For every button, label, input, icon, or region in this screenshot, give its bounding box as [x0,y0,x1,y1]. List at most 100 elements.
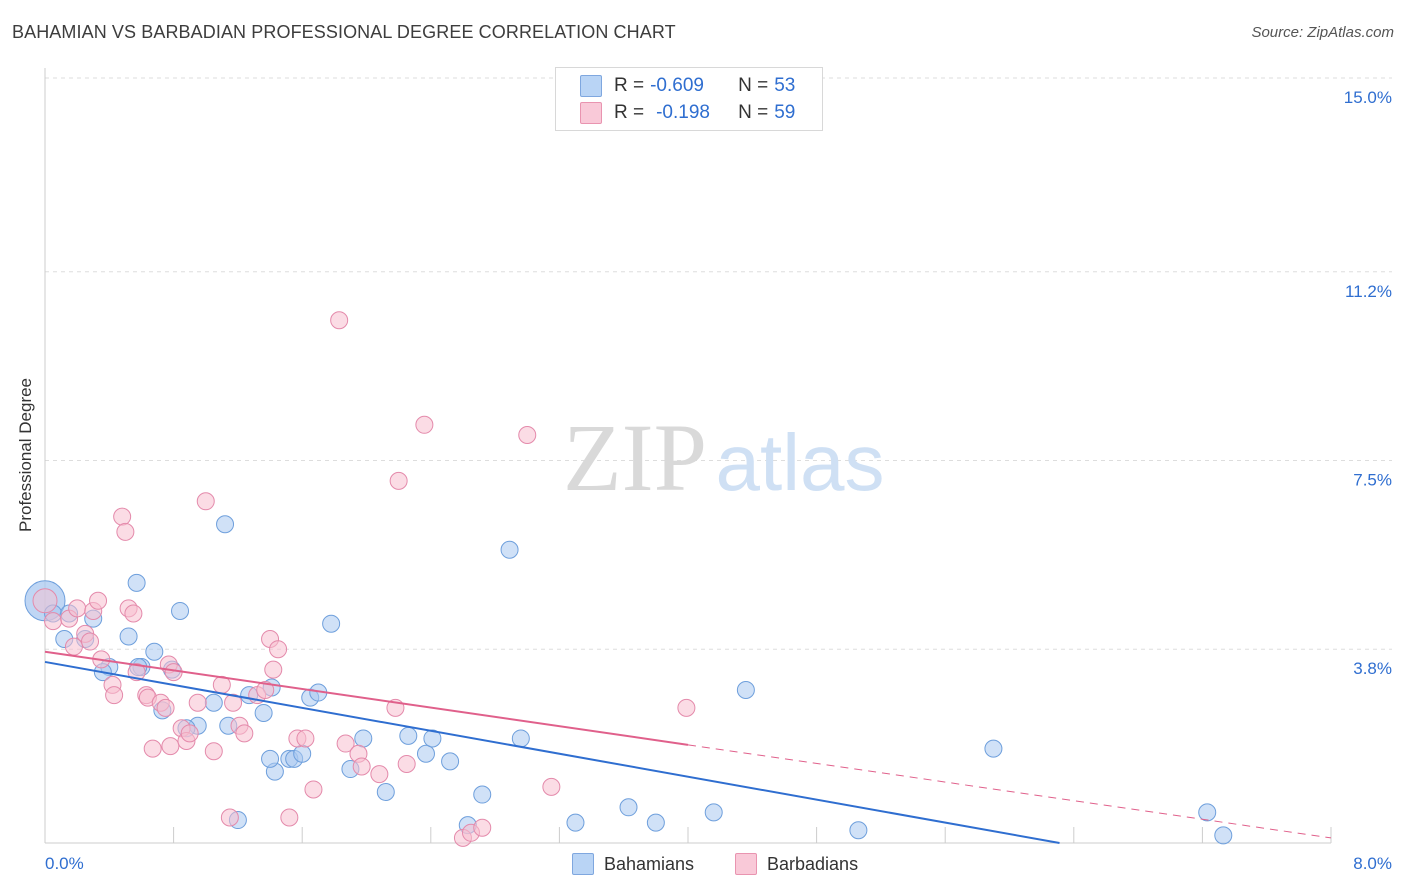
bahamians-point [399,726,418,745]
bahamians-point [145,642,164,661]
bahamians-trend-line [44,660,1060,844]
axes [44,68,1332,844]
barbadians-point [269,640,288,659]
y-tick-label: 7.5% [1353,471,1392,490]
barbadians-point [113,507,132,526]
chart-title: BAHAMIAN VS BARBADIAN PROFESSIONAL DEGRE… [12,22,676,42]
x-tick-label: 8.0% [1353,854,1392,873]
stats-legend: R = -0.609 N = 53 R = -0.198 N = 59 [555,67,823,131]
legend-n-value: 59 [774,102,796,123]
barbadians-point [44,612,63,631]
bahamians-point [619,798,638,817]
watermark: ZIP atlas [563,404,884,511]
bahamians-point [204,693,223,712]
bahamians-point [423,729,442,748]
bahamians-point [441,752,460,771]
bahamians-point [646,813,665,832]
barbadians-point [304,780,323,799]
barbadians-point [161,737,180,756]
bahamians-point [473,785,492,804]
y-tick-label: 3.8% [1353,659,1392,678]
barbadians-point [124,604,143,623]
bahamians-point [171,601,190,620]
barbadians-point [336,734,355,753]
barbadians-point [68,599,87,618]
barbadians-point [32,588,58,614]
legend-n-label: N = [738,102,769,123]
y-tick-label: 15.0% [1344,88,1392,107]
bahamians-point [293,744,312,763]
series-legend-barbadians[interactable]: Barbadians [735,852,858,876]
barbadians-point [105,686,124,705]
barbadians-point [116,522,135,541]
legend-row-bahamians: R = -0.609 N = 53 [580,74,795,98]
barbadians-point [89,591,108,610]
legend-r-value: -0.609 [650,75,704,96]
x-tick-label: 0.0% [45,854,84,873]
watermark-atlas: atlas [716,418,885,507]
barbadians-point [280,808,299,827]
bahamians-point [500,540,519,559]
bahamians-point [736,681,755,699]
barbadians-point [143,739,162,758]
barbadians-point [330,311,349,330]
barbadians-point [473,818,492,837]
bahamians-point [354,729,373,748]
legend-row-barbadians: R = -0.198 N = 59 [580,101,795,125]
barbadians-point [180,724,199,743]
y-axis-label: Professional Degree [16,377,35,533]
data-points [24,311,1233,847]
bahamians-point [261,749,280,768]
series-legend-bahamians[interactable]: Bahamians [572,852,694,876]
bahamians-point [849,821,868,840]
bahamians-point [1198,803,1217,822]
barbadians-point [415,415,434,434]
legend-swatch-pink [580,102,602,124]
barbadians-point [370,765,389,784]
bahamians-point [511,729,530,748]
trend-lines [44,650,1332,844]
barbadians-point [196,492,215,511]
bahamians-point [1214,826,1233,845]
barbadians-point [518,426,537,444]
barbadians-swatch [735,853,757,875]
barbadians-point [224,693,243,712]
barbadians-point [127,663,146,682]
watermark-zip: ZIP [563,404,707,511]
legend-r-value: -0.198 [656,102,710,123]
legend-swatch-blue [580,75,602,97]
barbadians-point [64,637,83,656]
barbadians-trend-extension [687,744,1332,839]
barbadians-point [352,757,371,776]
barbadians-point [264,660,283,679]
bahamians-point [566,813,585,832]
barbadians-trend-line [44,650,689,746]
bahamians-point [416,744,435,763]
bahamians-label: Bahamians [604,853,695,874]
bahamians-point [127,573,146,592]
barbadians-point [188,693,207,712]
source-label: Source: ZipAtlas.com [1251,24,1394,41]
barbadians-point [542,777,561,796]
barbadians-point [256,681,275,699]
barbadians-point [389,471,408,490]
legend-n-value: 53 [774,75,796,96]
bahamians-point [322,614,341,633]
barbadians-point [204,742,223,761]
bahamians-point [376,783,395,801]
bahamians-point [216,515,235,534]
barbadians-point [156,698,175,717]
bahamians-point [119,627,138,646]
barbadians-point [397,754,416,773]
legend-r-label: R = [614,75,645,96]
barbadians-point [235,724,254,743]
tick-labels: 3.8% 7.5% 11.2% 15.0% 0.0% 8.0% [45,88,1392,873]
legend-r-label: R = [614,102,645,123]
barbadians-point [220,808,239,827]
bahamians-point [984,739,1003,758]
barbadians-point [81,632,100,651]
barbadians-point [677,698,696,717]
barbadians-label: Barbadians [767,853,859,874]
bahamians-point [704,803,723,822]
